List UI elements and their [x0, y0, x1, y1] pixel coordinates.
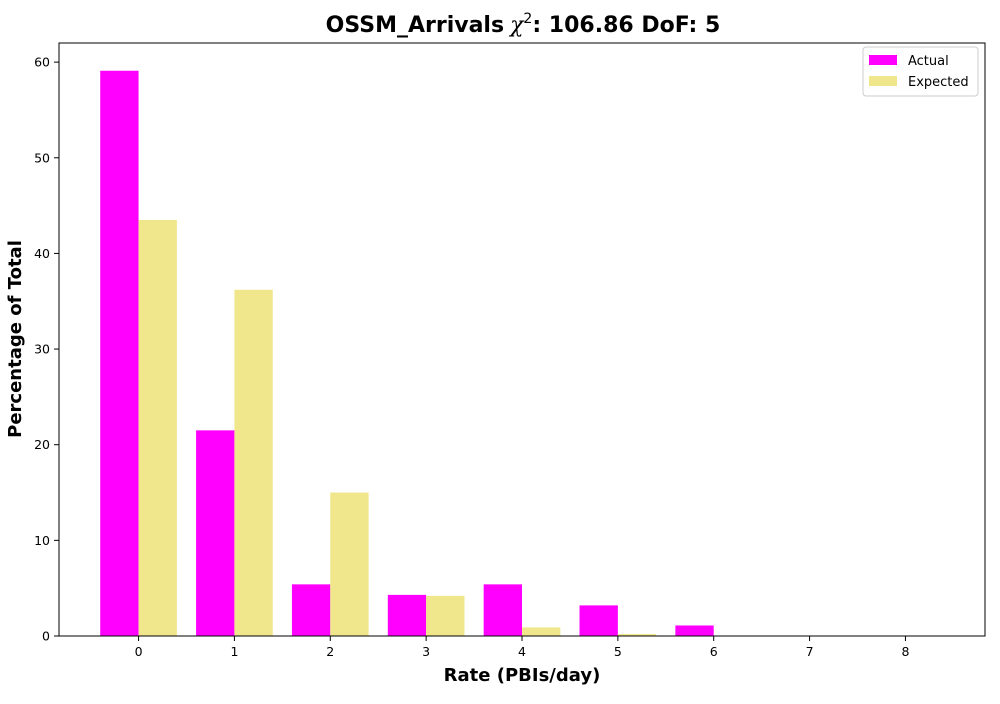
y-tick-label: 0 [42, 629, 50, 644]
x-tick-label: 3 [422, 644, 430, 659]
bar-actual-1 [196, 430, 235, 636]
x-tick-label: 0 [135, 644, 143, 659]
bar-actual-2 [291, 584, 331, 636]
chart-title: OSSM_Arrivals χ2: 106.86 DoF: 5 [326, 11, 721, 38]
x-axis-label: Rate (PBIs/day) [444, 665, 601, 686]
y-axis-label: Percentage of Total [5, 240, 26, 438]
plot-area-frame [58, 42, 986, 637]
legend: Actual Expected [862, 46, 979, 97]
bar-expected-4 [522, 627, 561, 636]
bar-expected-1 [234, 289, 273, 636]
chart-title-chi-exponent: 2 [523, 11, 532, 27]
y-tick-label: 20 [34, 437, 50, 452]
bar-actual-3 [387, 594, 427, 636]
legend-label-actual: Actual [908, 54, 949, 69]
bar-expected-5 [617, 634, 657, 636]
chart-title-suffix: : 106.86 DoF: 5 [532, 13, 720, 38]
x-tick-label: 6 [710, 644, 718, 659]
x-tick-label: 8 [901, 644, 909, 659]
y-axis-ticks: 0 10 20 30 40 50 60 [34, 55, 59, 644]
y-tick-label: 10 [34, 533, 50, 548]
x-axis-ticks: 0 1 2 3 4 5 6 7 8 [135, 636, 909, 659]
bar-actual-0 [100, 70, 139, 637]
y-tick-label: 50 [34, 150, 50, 165]
chart-title-chi-symbol: χ [508, 13, 525, 38]
y-tick-label: 40 [34, 246, 50, 261]
bars-group [100, 70, 714, 637]
chart-title-main: OSSM_Arrivals [326, 13, 504, 38]
x-tick-label: 7 [806, 644, 814, 659]
x-tick-label: 5 [614, 644, 622, 659]
bar-expected-3 [426, 595, 465, 636]
bar-actual-5 [579, 605, 618, 636]
y-tick-label: 30 [34, 342, 50, 357]
bar-expected-0 [138, 219, 177, 636]
bar-actual-6 [675, 625, 714, 636]
x-tick-label: 2 [326, 644, 334, 659]
x-tick-label: 4 [518, 644, 526, 659]
legend-swatch-expected [869, 76, 897, 86]
bar-expected-2 [330, 492, 369, 636]
legend-swatch-actual [869, 55, 897, 65]
x-tick-label: 1 [230, 644, 238, 659]
legend-label-expected: Expected [908, 75, 969, 90]
bar-actual-4 [483, 584, 522, 636]
y-tick-label: 60 [34, 55, 50, 70]
